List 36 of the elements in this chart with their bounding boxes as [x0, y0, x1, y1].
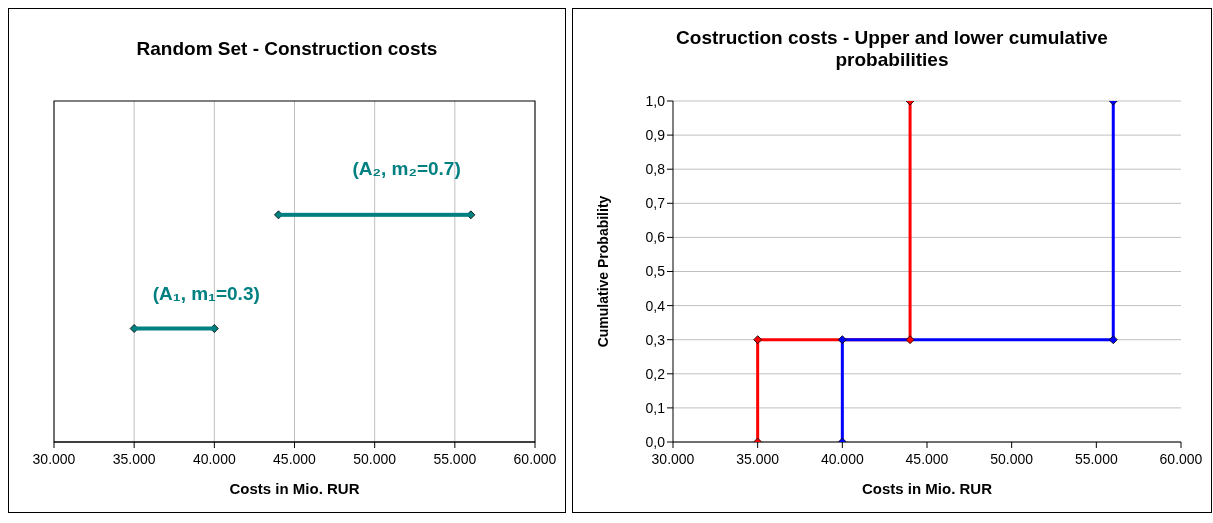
chart-title: Costruction costs - Upper and lower cumulative probabilities [675, 26, 1109, 72]
y-tick-label: 0,3 [645, 331, 666, 348]
x-tick-label: 35.000 [112, 450, 156, 467]
chart-title: Random Set - Construction costs [135, 37, 439, 61]
point [753, 335, 763, 345]
y-tick-label: 0,0 [645, 433, 666, 450]
x-tick-label: 30.000 [32, 450, 76, 467]
x-axis-title: Costs in Mio. RUR [862, 480, 993, 497]
point [837, 335, 847, 345]
x-tick-label: 40.000 [820, 450, 864, 467]
y-tick-label: 0,4 [645, 297, 666, 314]
x-tick-label: 35.000 [736, 450, 780, 467]
x-tick-label: 55.000 [433, 450, 477, 467]
x-tick-label: 50.000 [990, 450, 1034, 467]
x-tick-label: 60.000 [513, 450, 557, 467]
y-tick-label: 0,2 [645, 365, 666, 382]
y-tick-label: 0,6 [645, 229, 666, 246]
x-tick-label: 55.000 [1074, 450, 1118, 467]
y-tick-label: 1,0 [645, 92, 666, 109]
x-tick-label: 60.000 [1159, 450, 1203, 467]
y-tick-label: 0,1 [645, 399, 666, 416]
y-tick-label: 0,9 [645, 127, 666, 144]
point [905, 335, 915, 345]
x-tick-label: 50.000 [353, 450, 397, 467]
y-tick-label: 0,7 [645, 195, 666, 212]
x-tick-label: 40.000 [192, 450, 236, 467]
y-tick-label: 0,5 [645, 263, 666, 280]
x-tick-label: 45.000 [905, 450, 949, 467]
x-tick-label: 30.000 [651, 450, 695, 467]
y-axis-title: Cumulative Probability [594, 195, 611, 348]
x-axis-title: Costs in Mio. RUR [229, 480, 360, 497]
y-tick-label: 0,8 [645, 161, 666, 178]
annotation: (A₂, m₂=0.7) [352, 157, 461, 179]
x-tick-label: 45.000 [273, 450, 317, 467]
annotation: (A₁, m₁=0.3) [152, 283, 260, 305]
point [1108, 335, 1118, 345]
